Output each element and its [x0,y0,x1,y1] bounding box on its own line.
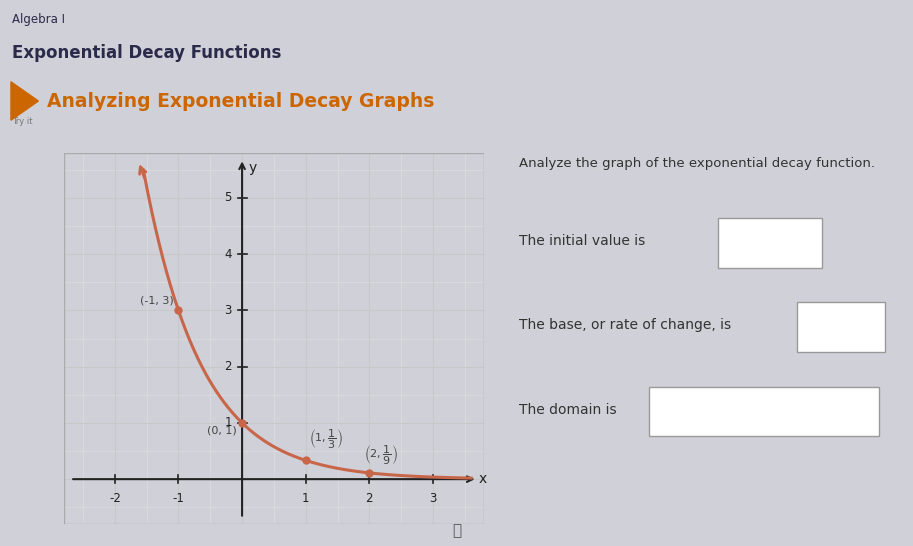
Text: 4: 4 [225,248,232,260]
Text: 3: 3 [429,491,436,505]
Text: Algebra I: Algebra I [12,13,65,26]
Text: Exponential Decay Functions: Exponential Decay Functions [12,44,281,62]
Text: (0, 1): (0, 1) [207,426,237,436]
Text: ∨: ∨ [855,319,865,332]
FancyBboxPatch shape [719,218,822,268]
Text: The domain is: The domain is [519,402,616,417]
FancyBboxPatch shape [649,387,879,436]
Text: ⤢: ⤢ [452,523,461,538]
Text: Try it: Try it [12,117,32,126]
Text: y: y [248,161,257,175]
Text: -1: -1 [173,491,184,505]
Text: x: x [478,472,487,486]
Text: 1: 1 [225,417,232,429]
Text: The base, or rate of change, is: The base, or rate of change, is [519,318,731,333]
Polygon shape [11,82,38,120]
Text: $\left(2,\dfrac{1}{9}\right)$: $\left(2,\dfrac{1}{9}\right)$ [364,443,398,467]
FancyBboxPatch shape [797,302,885,352]
Text: 3: 3 [225,304,232,317]
Text: Analyze the graph of the exponential decay function.: Analyze the graph of the exponential dec… [519,157,875,170]
Text: Analyzing Exponential Decay Graphs: Analyzing Exponential Decay Graphs [47,92,435,110]
Text: (-1, 3): (-1, 3) [140,296,173,306]
Text: ∨: ∨ [787,237,796,250]
Text: 2: 2 [365,491,373,505]
Text: ∨: ∨ [829,403,838,416]
Text: $\left(1,\dfrac{1}{3}\right)$: $\left(1,\dfrac{1}{3}\right)$ [309,428,342,451]
Text: The initial value is: The initial value is [519,234,645,248]
Text: -2: -2 [109,491,121,505]
Text: 2: 2 [225,360,232,373]
Text: 1: 1 [302,491,310,505]
Text: 5: 5 [225,192,232,204]
